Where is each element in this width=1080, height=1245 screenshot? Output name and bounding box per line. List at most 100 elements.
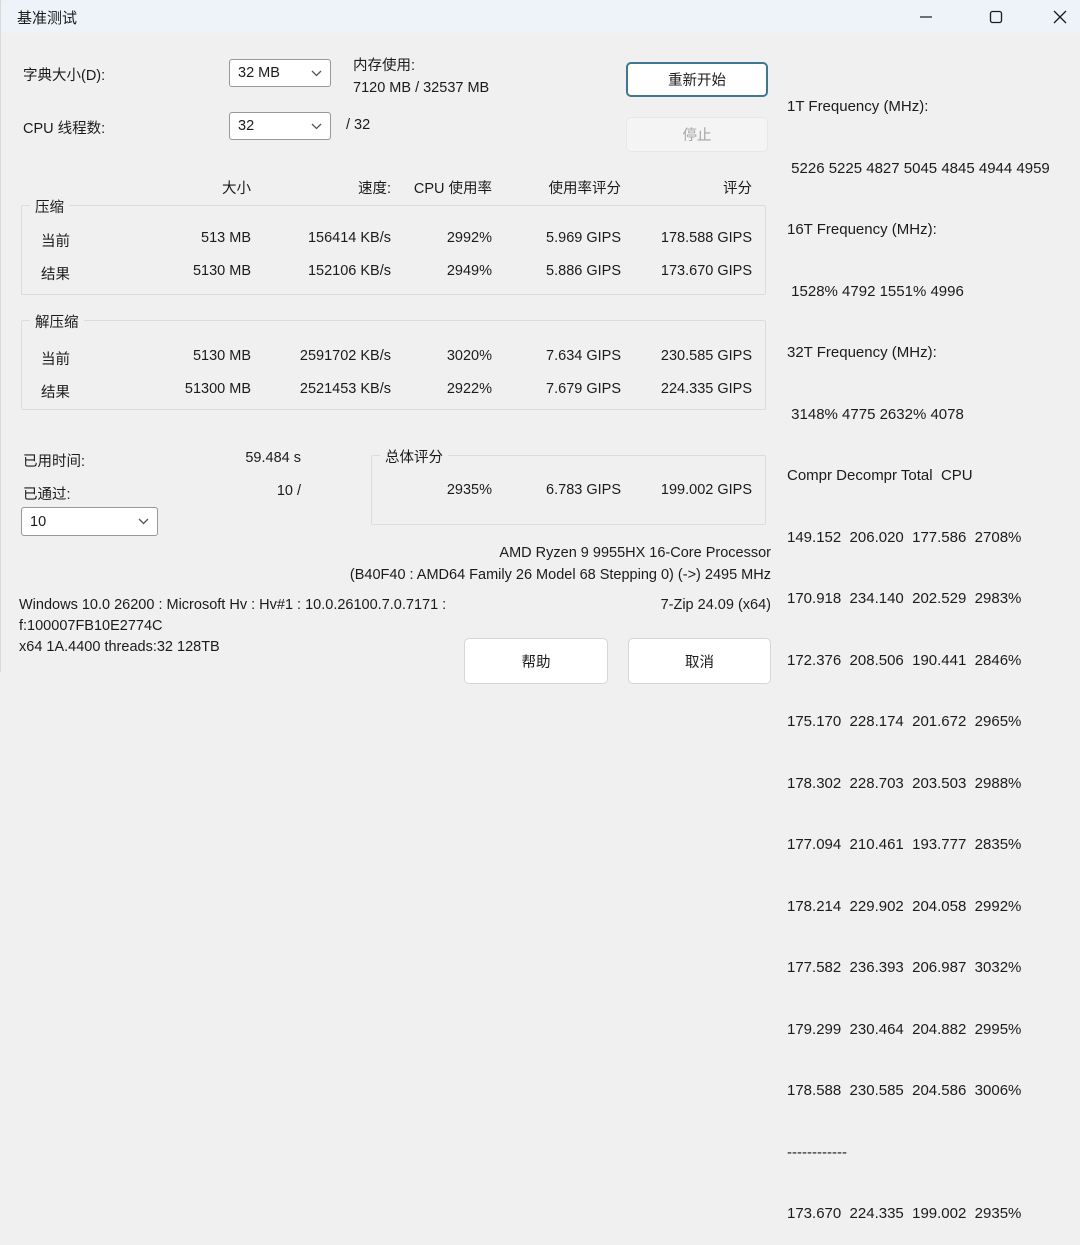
log-line: ------------ (787, 1143, 847, 1161)
log-line: 1T Frequency (MHz): (787, 98, 929, 115)
passes-select-value: 10 (30, 513, 47, 530)
compression-groupbox: 压缩 (21, 196, 766, 295)
log-line: 5226 5225 4827 5045 4845 4944 4959 (787, 159, 1050, 177)
cancel-button[interactable]: 取消 (628, 638, 771, 684)
value-rating: 230.585 GIPS (660, 348, 752, 364)
value-speed: 152106 KB/s (307, 263, 391, 279)
table-row: 当前 5130 MB 2591702 KB/s 3020% 7.634 GIPS… (1, 348, 781, 368)
row-label-result: 结果 (41, 267, 70, 283)
value-cpu: 3020% (446, 348, 492, 364)
value-rating: 173.670 GIPS (660, 263, 752, 279)
table-row: 当前 513 MB 156414 KB/s 2992% 5.969 GIPS 1… (1, 230, 781, 250)
maximize-button[interactable] (973, 0, 1019, 33)
chevron-down-icon (311, 70, 322, 76)
cpu-id-line: (B40F40 : AMD64 Family 26 Model 68 Stepp… (349, 567, 771, 583)
table-row: 结果 5130 MB 152106 KB/s 2949% 5.886 GIPS … (1, 263, 781, 283)
minimize-button[interactable] (903, 0, 949, 33)
log-line: 178.302 228.703 203.503 2988% (787, 774, 1022, 792)
maximize-icon (989, 10, 1003, 23)
table-row: 结果 51300 MB 2521453 KB/s 2922% 7.679 GIP… (1, 381, 781, 401)
memory-usage-value: 7120 MB / 32537 MB (353, 80, 490, 96)
log-line: 177.094 210.461 193.777 2835% (787, 836, 1022, 853)
value-cpu: 2992% (446, 230, 492, 246)
total-rating-group-label: 总体评分 (380, 446, 448, 467)
passes-value: 10 / (276, 483, 301, 499)
value-speed: 156414 KB/s (307, 230, 391, 246)
dictionary-size-value: 32 MB (238, 65, 280, 81)
arch-threads-line: x64 1A.4400 threads:32 128TB (19, 639, 220, 655)
restart-button[interactable]: 重新开始 (626, 62, 768, 97)
cpu-threads-select[interactable]: 32 (229, 112, 331, 140)
log-line: 175.170 228.174 201.672 2965% (787, 713, 1022, 730)
value-size: 5130 MB (192, 263, 251, 279)
value-usage-rating: 5.969 GIPS (546, 230, 621, 246)
help-button[interactable]: 帮助 (464, 638, 608, 684)
log-line: 179.299 230.464 204.882 2995% (787, 1020, 1022, 1038)
chevron-down-icon (311, 123, 322, 129)
value-size: 51300 MB (184, 381, 251, 397)
value-size: 5130 MB (192, 348, 251, 364)
value-speed: 2521453 KB/s (299, 381, 391, 397)
cpu-name-line: AMD Ryzen 9 9955HX 16-Core Processor (499, 545, 771, 561)
cpu-threads-label: CPU 线程数: (23, 121, 106, 137)
log-line: 149.152 206.020 177.586 2708% (787, 528, 1022, 546)
compression-group-label: 压缩 (30, 196, 69, 217)
dictionary-size-select[interactable]: 32 MB (229, 59, 331, 87)
memory-usage-label: 内存使用: (353, 58, 416, 74)
elapsed-time-value: 59.484 s (245, 450, 301, 466)
log-line: 172.376 208.506 190.441 2846% (787, 651, 1022, 669)
row-label-result: 结果 (41, 385, 70, 401)
header-cpu-usage: CPU 使用率 (413, 181, 492, 197)
total-usage-rating-value: 6.783 GIPS (546, 482, 621, 498)
log-line: 173.670 224.335 199.002 2935% (787, 1205, 1022, 1222)
cpu-threads-total: / 32 (346, 117, 371, 133)
minimize-icon (920, 15, 932, 18)
dictionary-size-label: 字典大小(D): (23, 68, 106, 84)
value-usage-rating: 5.886 GIPS (546, 263, 621, 279)
log-line: 178.214 229.902 204.058 2992% (787, 897, 1022, 915)
decompression-groupbox: 解压缩 (21, 311, 766, 410)
table-header-row: 大小 速度: CPU 使用率 使用率评分 评分 (1, 177, 781, 197)
log-line: 3148% 4775 2632% 4078 (787, 405, 964, 423)
passes-select[interactable]: 10 (21, 507, 158, 536)
value-cpu: 2949% (446, 263, 492, 279)
total-cpu-value: 2935% (446, 482, 492, 498)
header-speed: 速度: (357, 181, 391, 197)
stop-button[interactable]: 停止 (626, 117, 768, 152)
total-rating-value: 199.002 GIPS (660, 482, 752, 498)
value-usage-rating: 7.634 GIPS (546, 348, 621, 364)
value-rating: 178.588 GIPS (660, 230, 752, 246)
log-line: 16T Frequency (MHz): (787, 221, 937, 238)
chevron-down-icon (138, 518, 149, 525)
log-line: Compr Decompr Total CPU (787, 467, 973, 484)
log-line: 1528% 4792 1551% 4996 (787, 282, 964, 300)
os-info-line: Windows 10.0 26200 : Microsoft Hv : Hv#1… (19, 597, 447, 613)
row-label-current: 当前 (41, 234, 70, 250)
header-size: 大小 (222, 181, 251, 197)
decompression-group-label: 解压缩 (30, 311, 84, 332)
elapsed-time-label: 已用时间: (23, 454, 86, 470)
cpu-threads-value: 32 (238, 118, 255, 134)
value-usage-rating: 7.679 GIPS (546, 381, 621, 397)
row-label-current: 当前 (41, 352, 70, 368)
cpu-feature-hash-line: f:100007FB10E2774C (19, 618, 163, 634)
app-version: 7-Zip 24.09 (x64) (660, 597, 771, 613)
total-rating-row: 2935% 6.783 GIPS 199.002 GIPS (1, 482, 781, 502)
close-button[interactable] (1039, 0, 1080, 33)
results-log-panel: 1T Frequency (MHz): 5226 5225 4827 5045 … (787, 56, 1050, 1245)
log-line: 178.588 230.585 204.586 3006% (787, 1082, 1022, 1099)
log-line: 170.918 234.140 202.529 2983% (787, 590, 1022, 607)
value-size: 513 MB (201, 230, 251, 246)
log-line: 32T Frequency (MHz): (787, 344, 937, 361)
passes-label: 已通过: (23, 487, 71, 503)
title-bar (1, 0, 1080, 33)
header-rating: 评分 (723, 181, 752, 197)
value-cpu: 2922% (446, 381, 492, 397)
header-usage-rating: 使用率评分 (548, 181, 622, 197)
close-icon (1053, 10, 1067, 23)
window-title: 基准测试 (17, 10, 78, 27)
value-rating: 224.335 GIPS (660, 381, 752, 397)
total-rating-groupbox: 总体评分 (371, 446, 766, 525)
log-line: 177.582 236.393 206.987 3032% (787, 959, 1022, 976)
value-speed: 2591702 KB/s (299, 348, 391, 364)
